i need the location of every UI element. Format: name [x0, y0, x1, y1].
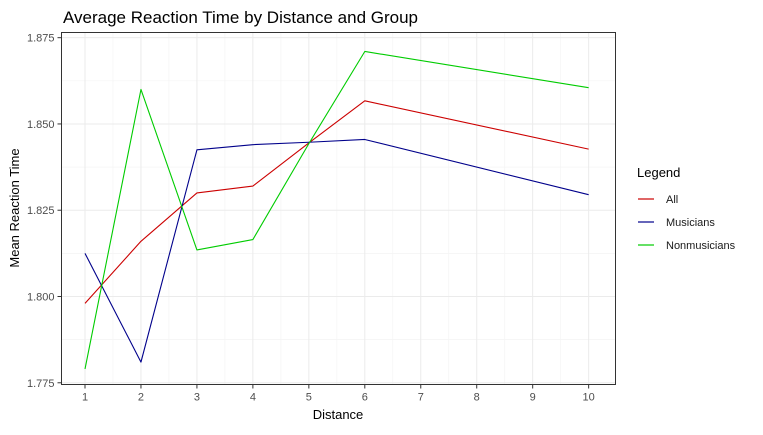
plot-panel-border	[61, 32, 616, 385]
y-tick-label: 1.800	[27, 292, 55, 304]
legend-title: Legend	[637, 165, 680, 180]
chart-title: Average Reaction Time by Distance and Gr…	[63, 8, 418, 27]
legend-item-musicians: Musicians	[638, 217, 715, 229]
y-axis-title: Mean Reaction Time	[7, 148, 22, 267]
y-tick-label: 1.775	[27, 378, 55, 390]
y-tick-label: 1.825	[27, 205, 55, 217]
legend-label: Musicians	[666, 217, 715, 229]
x-tick-label: 10	[583, 392, 595, 404]
data-series	[84, 50, 589, 370]
y-tick-label: 1.850	[27, 119, 55, 131]
x-tick-label: 2	[138, 392, 144, 404]
series-line-nonmusicians	[84, 50, 589, 370]
x-tick-label: 1	[82, 392, 88, 404]
legend: Legend All Musicians Nonmusicians	[637, 165, 736, 252]
x-tick-label: 7	[418, 392, 424, 404]
legend-item-all: All	[638, 194, 678, 206]
x-axis-title: Distance	[313, 407, 364, 422]
legend-item-nonmusicians: Nonmusicians	[638, 240, 736, 252]
x-tick-label: 6	[362, 392, 368, 404]
x-tick-label: 3	[194, 392, 200, 404]
y-tick-label: 1.875	[27, 33, 55, 45]
series-line-all	[84, 100, 589, 304]
legend-label: All	[666, 194, 678, 206]
x-tick-label: 4	[250, 392, 256, 404]
series-line-musicians	[84, 138, 589, 363]
x-tick-label: 9	[530, 392, 536, 404]
x-tick-label: 8	[474, 392, 480, 404]
grid-lines	[61, 32, 616, 385]
x-tick-label: 5	[306, 392, 312, 404]
legend-label: Nonmusicians	[666, 240, 736, 252]
axes: 1 2 3 4 5 6 7 8 9 10 1.775 1.800 1.825 1.850 1.875	[27, 33, 595, 404]
